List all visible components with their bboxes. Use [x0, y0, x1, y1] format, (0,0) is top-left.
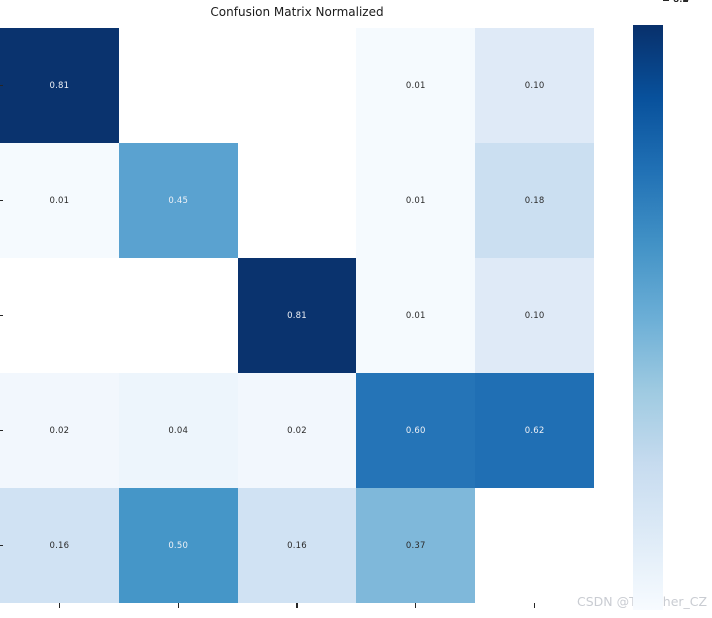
heatmap-cell: 0.01: [0, 143, 119, 258]
y-axis-tick: [0, 199, 3, 202]
x-axis-tick: [296, 603, 298, 608]
x-axis-tick: [415, 603, 417, 608]
colorbar-tick-label: 0.0: [673, 0, 689, 5]
heatmap-cell: 0.60: [356, 373, 476, 488]
heatmap-cell: 0.16: [0, 488, 119, 603]
heatmap-cell: 0.04: [118, 373, 238, 488]
heatmap-grid: 0.81 0.01 0.10 0.01 0.45 0.01 0.18 0.81 …: [0, 28, 594, 603]
colorbar-tick-label: 0.1: [673, 0, 689, 5]
heatmap-cell: [475, 488, 594, 603]
heatmap-cell: 0.62: [475, 373, 594, 488]
x-axis-tick: [177, 603, 179, 608]
x-axis-tick: [534, 603, 536, 608]
y-axis-tick: [0, 544, 3, 547]
x-axis-tick: [58, 603, 60, 608]
y-axis-tick: [0, 84, 3, 87]
colorbar-tick-label: 0.5: [673, 0, 689, 5]
colorbar-gradient: [633, 25, 663, 610]
tick-dash: [663, 0, 669, 1]
colorbar-tick-label: 0.7: [673, 0, 689, 5]
heatmap-cell: 0.10: [475, 258, 594, 373]
chart-title: Confusion Matrix Normalized: [210, 5, 384, 19]
heatmap-cell: 0.10: [475, 28, 594, 143]
heatmap-cell: 0.01: [356, 28, 476, 143]
colorbar-tick-label: 0.4: [673, 0, 689, 5]
colorbar-tick-label: 0.3: [673, 0, 689, 5]
colorbar-tick-label: 0.8: [673, 0, 689, 5]
heatmap-cell: [0, 258, 119, 373]
heatmap-cell: 0.01: [356, 258, 476, 373]
heatmap-cell: 0.37: [356, 488, 476, 603]
heatmap-cell: 0.18: [475, 143, 594, 258]
heatmap-cell: [118, 28, 238, 143]
heatmap-cell: [237, 143, 357, 258]
heatmap-cell: 0.81: [0, 28, 119, 143]
heatmap-cell: 0.02: [237, 373, 357, 488]
colorbar-tick-label: 0.2: [673, 0, 689, 5]
heatmap-cell: 0.01: [356, 143, 476, 258]
heatmap-cell: 0.45: [118, 143, 238, 258]
colorbar-tick: 0.0: [663, 0, 689, 6]
heatmap-cell: [237, 28, 357, 143]
heatmap-cell: [118, 258, 238, 373]
y-axis-tick: [0, 314, 3, 317]
heatmap-cell: 0.02: [0, 373, 119, 488]
colorbar-tick-label: 0.6: [673, 0, 689, 5]
heatmap-cell: 0.50: [118, 488, 238, 603]
y-axis-tick: [0, 429, 3, 432]
heatmap-cell: 0.81: [237, 258, 357, 373]
heatmap-cell: 0.16: [237, 488, 357, 603]
